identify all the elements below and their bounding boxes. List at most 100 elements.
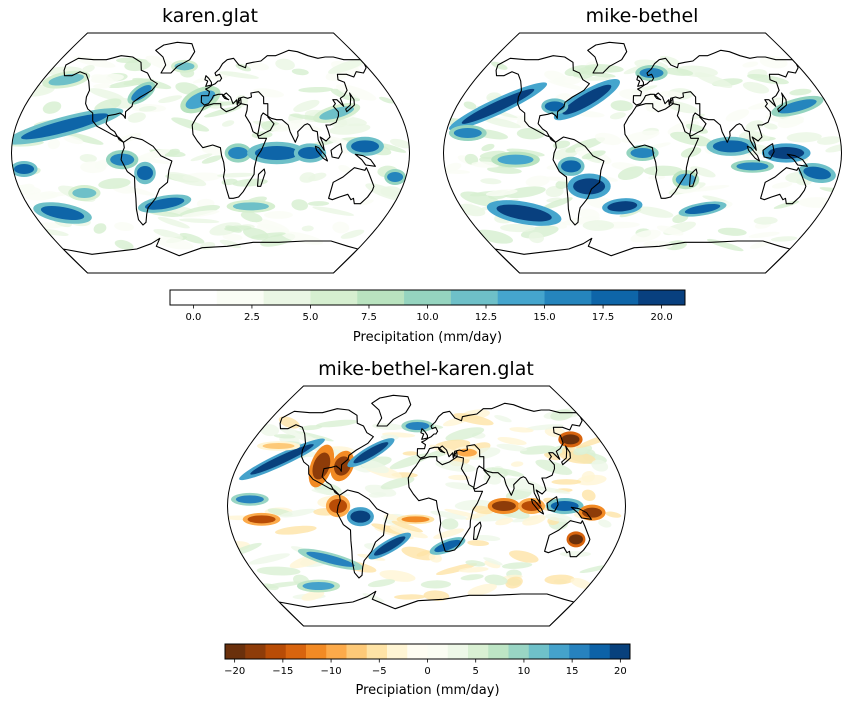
- colorbar-swatch: [357, 290, 405, 305]
- precip-texture: [501, 562, 533, 569]
- precip-texture: [581, 150, 606, 160]
- precip-band: [712, 140, 749, 153]
- precip-texture: [509, 550, 539, 563]
- precip-texture: [445, 427, 485, 442]
- map-title-mike-bethel: mike-bethel: [585, 5, 699, 27]
- precip-texture: [582, 220, 615, 231]
- precip-texture: [555, 179, 569, 190]
- precip-texture: [662, 67, 694, 76]
- precip-texture: [274, 525, 317, 535]
- precip-texture: [240, 211, 263, 223]
- precip-texture: [591, 459, 609, 472]
- coastline: [330, 143, 343, 159]
- colorbar-swatch: [549, 644, 570, 659]
- precip-texture: [225, 225, 242, 233]
- precip-texture: [749, 240, 772, 249]
- precip-texture: [485, 189, 518, 197]
- precip-texture: [463, 101, 477, 110]
- precip-texture: [94, 98, 122, 113]
- precip-band: [350, 510, 371, 523]
- colorbar-swatch: [216, 290, 265, 305]
- precip-band: [351, 140, 380, 153]
- precip-texture: [63, 135, 84, 145]
- precip-texture: [291, 199, 309, 211]
- precip-texture: [510, 461, 524, 467]
- precip-texture: [134, 148, 171, 162]
- coastline: [204, 75, 213, 87]
- precip-band: [777, 99, 817, 114]
- colorbar-tick-label: 0.0: [185, 312, 201, 323]
- precip-texture: [544, 452, 561, 461]
- precip-texture: [254, 218, 290, 233]
- coastline: [570, 506, 592, 520]
- colorbar-swatch: [326, 644, 347, 659]
- precip-texture: [291, 68, 309, 76]
- precip-texture: [617, 166, 645, 180]
- precip-texture: [564, 65, 591, 77]
- colorbar-tick-label: 5: [473, 666, 479, 677]
- colorbar-tick-label: −15: [272, 666, 293, 677]
- precip-band: [461, 88, 535, 124]
- precip-texture: [748, 231, 780, 238]
- precip-texture: [525, 424, 564, 431]
- colorbar-swatch: [569, 644, 590, 659]
- map-mike-bethel: [442, 32, 843, 274]
- precip-texture: [605, 511, 622, 518]
- precip-band: [607, 201, 638, 212]
- coastline: [472, 521, 482, 540]
- precip-texture: [380, 477, 415, 490]
- precip-texture: [221, 120, 235, 127]
- precip-texture: [499, 223, 536, 233]
- precip-band: [174, 62, 195, 71]
- precip-texture: [559, 551, 592, 557]
- precip-texture: [332, 221, 350, 234]
- precip-texture: [167, 172, 207, 187]
- precip-texture: [98, 178, 131, 190]
- precip-texture: [522, 514, 546, 526]
- precip-texture: [748, 98, 792, 110]
- precip-texture: [108, 78, 151, 89]
- precip-texture: [458, 567, 489, 573]
- precip-texture: [759, 56, 788, 69]
- precip-texture: [816, 136, 842, 145]
- precip-texture: [505, 488, 532, 501]
- coastline: [345, 92, 355, 113]
- precip-texture: [250, 232, 286, 239]
- precip-texture: [190, 153, 213, 162]
- precip-texture: [338, 164, 351, 173]
- precip-texture: [660, 91, 684, 99]
- precip-band: [561, 160, 582, 173]
- precip-texture: [391, 520, 423, 533]
- precip-texture: [157, 216, 190, 229]
- precip-texture: [559, 451, 596, 464]
- colorbar-swatch: [404, 290, 452, 305]
- precip-texture: [497, 436, 527, 445]
- coastline: [546, 496, 559, 512]
- precip-band: [434, 539, 461, 553]
- precip-texture: [328, 58, 367, 74]
- precip-texture: [630, 229, 661, 243]
- precip-texture: [690, 113, 705, 120]
- precip-texture: [435, 563, 478, 576]
- precip-texture: [263, 211, 293, 219]
- precip-texture: [680, 147, 702, 158]
- precip-band: [401, 516, 430, 523]
- precip-texture: [402, 451, 418, 456]
- colorbar-precipitation: 0.0 2.5 5.0 7.5 10.0 12.5 15.0 17.5 20.0: [169, 289, 686, 323]
- precip-texture: [444, 508, 480, 518]
- colorbar-swatch: [387, 644, 408, 659]
- precip-texture: [464, 153, 479, 165]
- precip-texture: [261, 581, 303, 589]
- colorbar-swatch: [589, 644, 611, 659]
- precip-texture: [171, 117, 210, 132]
- colorbar-swatch: [285, 644, 307, 659]
- precip-texture: [64, 132, 104, 145]
- precip-texture: [358, 459, 389, 474]
- precip-texture: [179, 218, 220, 224]
- precip-texture: [583, 76, 611, 81]
- coastline: [786, 153, 808, 167]
- colorbar-tick-label: 0: [424, 666, 430, 677]
- coastline: [328, 167, 375, 205]
- precip-texture: [145, 55, 178, 71]
- precip-texture: [114, 239, 134, 250]
